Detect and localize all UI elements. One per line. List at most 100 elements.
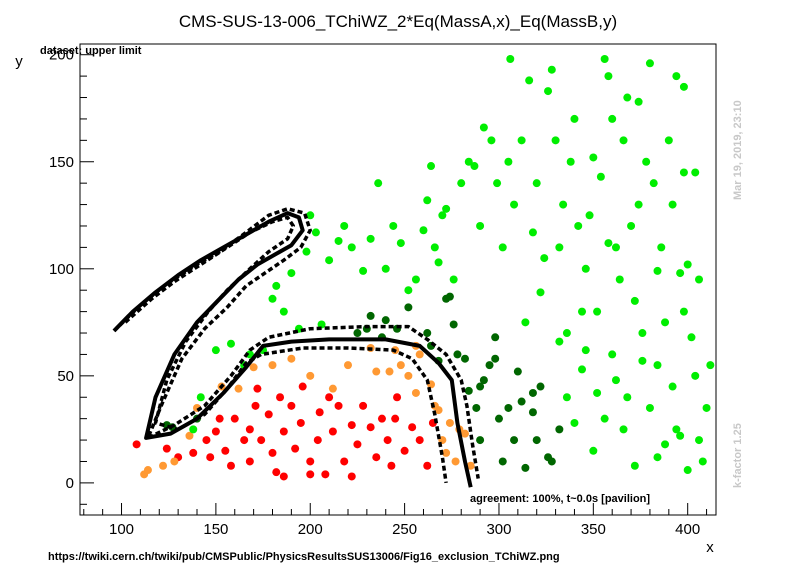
data-point-darkgreen (353, 329, 362, 338)
agreement-label: agreement: 100%, t~0.0s [pavilion] (470, 493, 650, 505)
data-point-green (608, 114, 617, 123)
data-point-red (359, 401, 368, 410)
data-point-green (245, 350, 254, 359)
data-point-green (585, 211, 594, 220)
data-point-green (430, 243, 439, 252)
data-point-green (504, 157, 513, 166)
data-point-orange (415, 350, 424, 359)
data-point-green (555, 243, 564, 252)
data-point-orange (460, 429, 469, 438)
data-point-red (325, 393, 334, 402)
data-point-red (423, 461, 432, 470)
data-point-green (411, 275, 420, 284)
data-point-green (604, 72, 613, 81)
data-point-green (600, 54, 609, 63)
data-point-green (679, 168, 688, 177)
plot-border (79, 43, 717, 516)
data-point-darkgreen (532, 436, 541, 445)
data-point-green (566, 157, 575, 166)
data-point-green (672, 72, 681, 81)
data-point-green (627, 221, 636, 230)
data-point-red (240, 436, 249, 445)
data-point-green (419, 226, 428, 235)
data-point-darkgreen (464, 386, 473, 395)
data-point-red (313, 436, 322, 445)
x-tick-label: 400 (675, 521, 700, 538)
data-point-green (619, 136, 628, 145)
data-point-orange (445, 418, 454, 427)
data-point-darkgreen (498, 457, 507, 466)
data-point-green (695, 275, 704, 284)
data-point-red (377, 414, 386, 423)
data-point-green (347, 243, 356, 252)
data-point-darkgreen (547, 457, 556, 466)
data-point-green (593, 388, 602, 397)
data-point-green (581, 346, 590, 355)
data-point-green (498, 243, 507, 252)
y-tick-label: 0 (66, 475, 74, 492)
data-point-red (132, 440, 141, 449)
data-point-green (668, 200, 677, 209)
kfactor-label: k-factor 1.25 (732, 423, 744, 488)
data-point-green (189, 425, 198, 434)
x-axis-label: x (706, 539, 714, 556)
data-point-green (470, 162, 479, 171)
data-point-green (389, 221, 398, 230)
x-tick-label: 350 (581, 521, 606, 538)
data-point-green (196, 393, 205, 402)
data-point-red (321, 470, 330, 479)
data-point-red (215, 414, 224, 423)
data-point-green (683, 466, 692, 475)
data-point-red (400, 446, 409, 455)
data-point-orange (143, 466, 152, 475)
data-point-green (562, 329, 571, 338)
data-point-orange (343, 361, 352, 370)
x-tick-label: 250 (392, 521, 417, 538)
data-point-green (325, 256, 334, 265)
data-point-green (434, 258, 443, 267)
data-point-green (374, 179, 383, 188)
data-point-red (276, 393, 285, 402)
y-tick-label: 200 (49, 47, 74, 64)
data-point-green (574, 221, 583, 230)
data-point-red (291, 444, 300, 453)
data-point-green (521, 318, 530, 327)
data-point-red (253, 384, 262, 393)
data-point-red (393, 393, 402, 402)
data-point-red (221, 446, 230, 455)
data-point-green (691, 371, 700, 380)
y-tick-label: 150 (49, 154, 74, 171)
data-point-green (630, 461, 639, 470)
chart-subtitle: dataset: upper limit (40, 45, 142, 57)
data-point-orange (159, 461, 168, 470)
data-point-orange (466, 461, 475, 470)
data-point-green (634, 200, 643, 209)
data-point-red (206, 453, 215, 462)
data-point-red (257, 436, 266, 445)
data-point-green (302, 247, 311, 256)
data-point-green (581, 264, 590, 273)
data-point-green (506, 54, 515, 63)
data-point-darkgreen (476, 436, 485, 445)
data-point-green (589, 153, 598, 162)
data-point-red (372, 453, 381, 462)
data-point-red (272, 468, 281, 477)
data-point-green (272, 281, 281, 290)
contour-dashed-outer (112, 207, 480, 479)
data-point-green (691, 168, 700, 177)
data-point-orange (249, 363, 258, 372)
data-point-red (328, 427, 337, 436)
x-tick-label: 300 (486, 521, 511, 538)
data-point-green (359, 266, 368, 275)
data-point-red (315, 408, 324, 417)
data-point-green (623, 393, 632, 402)
data-point-orange (268, 361, 277, 370)
data-point-green (593, 307, 602, 316)
data-point-green (653, 453, 662, 462)
data-point-green (479, 123, 488, 132)
data-point-green (676, 269, 685, 278)
data-point-green (396, 239, 405, 248)
data-point-green (706, 361, 715, 370)
